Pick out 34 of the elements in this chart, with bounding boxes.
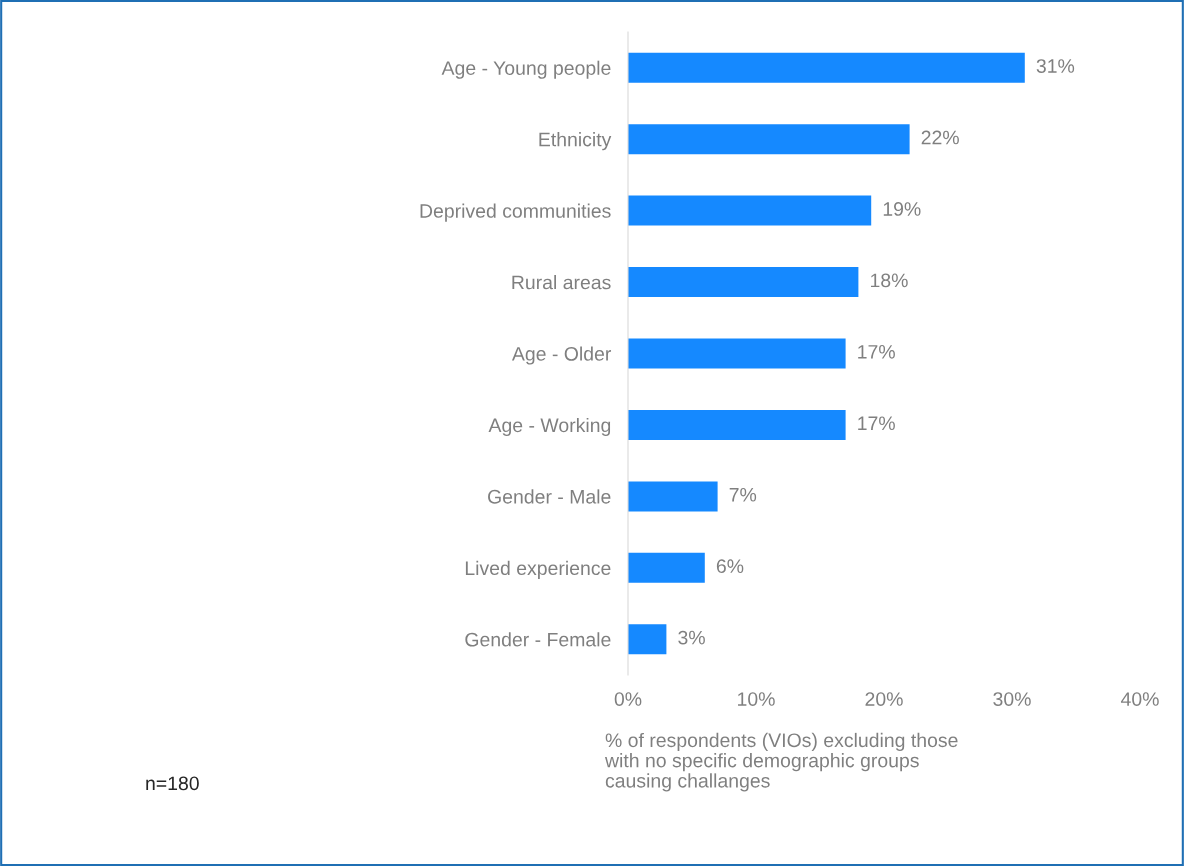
x-tick-label: 20% (865, 692, 903, 706)
y-tick-label: Gender - Female (465, 632, 611, 647)
x-axis-title: % of respondents (VIOs) excluding those with no specific demographic groups causing challanges (604, 732, 958, 792)
data-label: 22% (921, 130, 959, 145)
data-label: 7% (729, 487, 757, 502)
data-label: 17% (858, 416, 895, 431)
data-label: 19% (883, 202, 921, 216)
y-tick-label: Age - Young people (441, 60, 611, 79)
bar (628, 338, 846, 369)
bar (628, 267, 859, 298)
y-tick-label: Gender - Male (488, 489, 611, 504)
bar (628, 409, 846, 440)
bar (628, 195, 872, 226)
text: n=180 (146, 776, 199, 791)
data-label: 31% (1036, 59, 1075, 73)
y-tick-label: Deprived communities (420, 203, 611, 222)
data-label: 6% (716, 559, 744, 574)
y-tick-label: Ethnicity (539, 132, 612, 151)
data-label: 18% (870, 273, 908, 288)
bar (628, 481, 718, 512)
x-tick-label: 0% (614, 692, 642, 706)
bar (628, 52, 1025, 83)
data-label: 3% (678, 630, 705, 645)
bar (628, 624, 667, 655)
y-tick-label: Lived experience (465, 560, 611, 579)
y-tick-label: Age - Older (511, 346, 612, 365)
x-tick-label: 40% (1120, 692, 1159, 706)
bar (628, 124, 910, 155)
x-tick-label: 30% (993, 692, 1031, 706)
y-tick-label: Age - Working (488, 417, 611, 437)
x-tick-label: 10% (738, 692, 775, 706)
data-label: 17% (858, 345, 895, 359)
y-tick-label: Rural areas (512, 275, 611, 290)
bar (628, 552, 705, 583)
